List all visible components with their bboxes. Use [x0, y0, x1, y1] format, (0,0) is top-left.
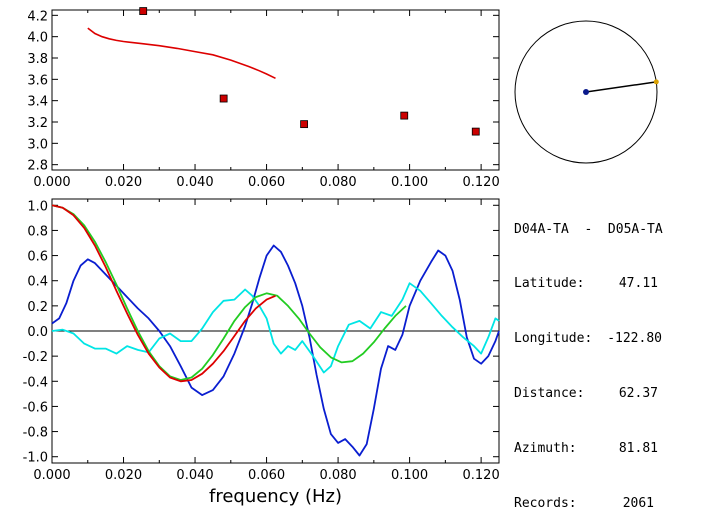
y-tick-label: 3.8 [27, 52, 48, 67]
azimuth-plot [514, 20, 659, 164]
data-point [219, 94, 228, 103]
station-b-marker [653, 79, 659, 85]
distance-value: 62.37 [618, 386, 658, 402]
info-row-latitude: Latitude: 47.11 [514, 275, 663, 293]
x-tick-label: 0.020 [105, 175, 142, 190]
data-point [139, 7, 148, 15]
y-tick-label: -1.0 [23, 451, 48, 466]
x-tick-label: 0.000 [33, 175, 70, 190]
records-value: 2061 [622, 496, 654, 512]
model-curve [87, 27, 276, 80]
y-tick-label: 0.4 [27, 275, 48, 290]
x-axis-title: frequency (Hz) [209, 486, 342, 507]
plot-frame [51, 9, 500, 171]
info-panel: D04A-TA - D05A-TA Latitude: 47.11 Longitu… [514, 184, 663, 532]
station-pair: D04A-TA - D05A-TA [514, 221, 663, 239]
bottom-chart-panel: 0.000 0.020 0.040 0.060 0.080 0.100 0.120 1.0 0.… [23, 198, 500, 507]
info-row-longitude: Longitude: -122.80 [514, 330, 663, 348]
series-line [51, 282, 500, 374]
y-tick-label: 0.8 [27, 224, 48, 239]
y-tick-label: 3.2 [27, 116, 48, 131]
x-tick-label: 0.040 [176, 468, 213, 483]
station-a-marker [583, 89, 589, 95]
y-tick-label: 3.6 [27, 73, 48, 88]
x-tick-label: 0.000 [33, 468, 70, 483]
x-tick-label: 0.120 [463, 468, 500, 483]
longitude-label: Longitude: [514, 331, 593, 347]
station-pair-label: D04A-TA - D05A-TA [514, 221, 663, 237]
y-tick-label: 0.2 [27, 300, 48, 315]
azimuth-value: 81.81 [618, 441, 658, 457]
x-tick-label: 0.060 [248, 175, 285, 190]
azimuth-line [585, 81, 657, 93]
info-row-distance: Distance: 62.37 [514, 385, 663, 403]
x-tick-label: 0.020 [105, 468, 142, 483]
y-tick-label: 1.0 [27, 199, 48, 214]
y-tick-label: 0.0 [27, 325, 48, 340]
data-point [400, 111, 409, 120]
y-tick-label: 4.0 [27, 31, 48, 46]
records-label: Records: [514, 496, 577, 512]
data-point [300, 120, 309, 129]
azimuth-circle [514, 20, 658, 164]
x-tick-label: 0.040 [176, 175, 213, 190]
y-tick-label: 3.4 [27, 95, 48, 110]
y-tick-label: 4.2 [27, 9, 48, 24]
y-tick-label: -0.6 [23, 400, 48, 415]
x-tick-label: 0.100 [391, 468, 428, 483]
series-line [51, 204, 407, 381]
series-line [51, 204, 276, 383]
series-line [51, 244, 500, 457]
y-tick-label: 3.0 [27, 137, 48, 152]
latitude-value: 47.11 [618, 276, 658, 292]
x-tick-label: 0.060 [248, 468, 285, 483]
latitude-label: Latitude: [514, 276, 585, 292]
longitude-value: -122.80 [607, 331, 662, 347]
x-tick-label: 0.080 [319, 468, 356, 483]
info-row-azimuth: Azimuth: 81.81 [514, 440, 663, 458]
y-tick-label: 0.6 [27, 250, 48, 265]
info-row-records: Records: 2061 [514, 495, 663, 513]
y-tick-label: -0.4 [23, 375, 48, 390]
top-chart-panel: 0.000 0.020 0.040 0.060 0.080 0.100 0.120 2.8 3.… [27, 7, 500, 190]
distance-label: Distance: [514, 386, 585, 402]
y-tick-label: -0.8 [23, 426, 48, 441]
figure: 0.000 0.020 0.040 0.060 0.080 0.100 0.120 2.8 3.… [23, 7, 659, 507]
azimuth-label: Azimuth: [514, 441, 577, 457]
data-point [471, 127, 480, 136]
y-tick-label: 2.8 [27, 159, 48, 174]
y-tick-label: -0.2 [23, 350, 48, 365]
x-tick-label: 0.120 [463, 175, 500, 190]
x-tick-label: 0.100 [391, 175, 428, 190]
x-tick-label: 0.080 [319, 175, 356, 190]
